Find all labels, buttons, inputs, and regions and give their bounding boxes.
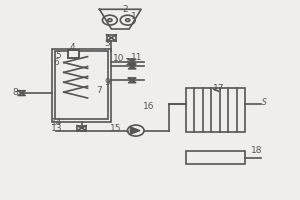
Text: 17: 17 bbox=[213, 84, 224, 93]
Text: 11: 11 bbox=[131, 53, 142, 62]
Text: 6: 6 bbox=[53, 58, 59, 67]
Text: 8: 8 bbox=[12, 88, 18, 97]
Bar bbox=[186, 88, 245, 132]
Text: 14: 14 bbox=[51, 118, 62, 127]
Bar bbox=[186, 151, 245, 164]
Bar bbox=[68, 50, 79, 58]
Text: 18: 18 bbox=[251, 146, 263, 155]
Text: 13: 13 bbox=[51, 124, 62, 133]
Text: 1: 1 bbox=[131, 12, 137, 21]
Text: S: S bbox=[262, 98, 267, 107]
Polygon shape bbox=[130, 127, 140, 134]
Bar bbox=[106, 35, 116, 41]
Text: 16: 16 bbox=[143, 102, 154, 111]
Bar bbox=[77, 126, 86, 131]
Bar bbox=[56, 51, 108, 119]
Text: 12: 12 bbox=[125, 58, 136, 67]
Text: 4: 4 bbox=[70, 43, 76, 52]
Text: 7: 7 bbox=[97, 86, 102, 95]
Text: 10: 10 bbox=[113, 54, 124, 63]
Text: 3: 3 bbox=[104, 39, 110, 48]
Text: 9: 9 bbox=[104, 78, 110, 87]
Bar bbox=[68, 50, 79, 58]
Text: 5: 5 bbox=[55, 51, 61, 60]
Bar bbox=[52, 49, 111, 122]
Text: 15: 15 bbox=[110, 124, 122, 133]
Text: 2: 2 bbox=[122, 5, 128, 14]
